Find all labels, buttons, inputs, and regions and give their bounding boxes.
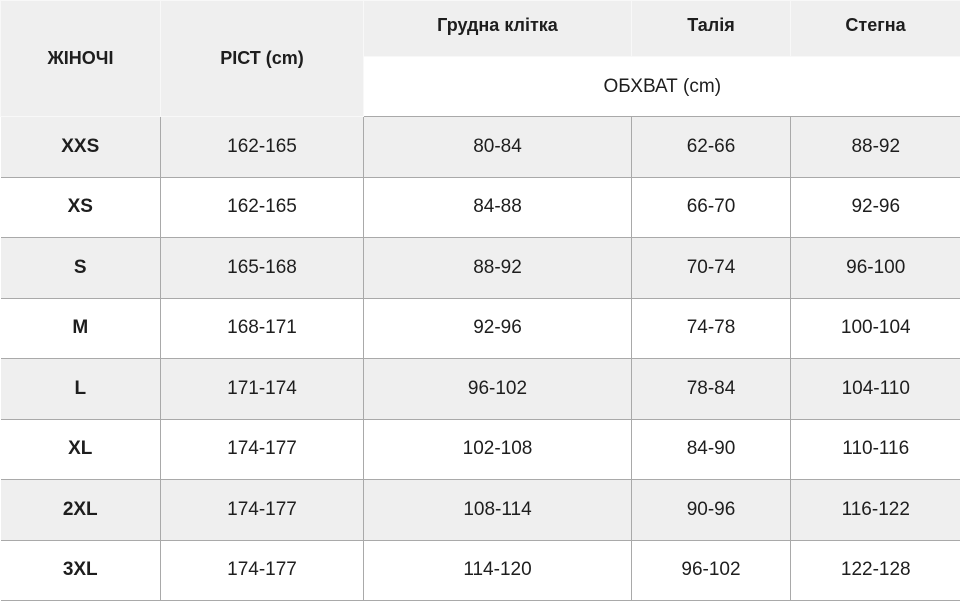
- hips-cell: 88-92: [791, 117, 960, 178]
- height-header: РІСТ (cm): [161, 1, 364, 117]
- waist-cell: 62-66: [632, 117, 791, 178]
- hips-cell: 92-96: [791, 177, 960, 238]
- hips-cell: 116-122: [791, 480, 960, 541]
- chest-cell: 88-92: [364, 238, 632, 299]
- chest-cell: 84-88: [364, 177, 632, 238]
- hips-cell: 110-116: [791, 419, 960, 480]
- size-cell: M: [1, 298, 161, 359]
- header-row: ЖІНОЧІ РІСТ (cm) Грудна клітка Талія Сте…: [1, 1, 960, 57]
- height-cell: 162-165: [161, 177, 364, 238]
- size-cell: S: [1, 238, 161, 299]
- height-cell: 165-168: [161, 238, 364, 299]
- height-cell: 174-177: [161, 419, 364, 480]
- height-cell: 168-171: [161, 298, 364, 359]
- hips-header: Стегна: [791, 1, 960, 57]
- waist-cell: 70-74: [632, 238, 791, 299]
- waist-cell: 66-70: [632, 177, 791, 238]
- size-cell: 2XL: [1, 480, 161, 541]
- size-cell: 3XL: [1, 540, 161, 601]
- size-cell: XS: [1, 177, 161, 238]
- chest-cell: 114-120: [364, 540, 632, 601]
- hips-cell: 100-104: [791, 298, 960, 359]
- girth-header: ОБХВАТ (cm): [364, 57, 960, 117]
- chest-cell: 102-108: [364, 419, 632, 480]
- hips-cell: 104-110: [791, 359, 960, 420]
- hips-cell: 96-100: [791, 238, 960, 299]
- chest-cell: 96-102: [364, 359, 632, 420]
- size-cell: L: [1, 359, 161, 420]
- waist-cell: 74-78: [632, 298, 791, 359]
- height-cell: 162-165: [161, 117, 364, 178]
- height-cell: 171-174: [161, 359, 364, 420]
- size-cell: XL: [1, 419, 161, 480]
- hips-cell: 122-128: [791, 540, 960, 601]
- size-cell: XXS: [1, 117, 161, 178]
- waist-header: Талія: [632, 1, 791, 57]
- waist-cell: 78-84: [632, 359, 791, 420]
- waist-cell: 84-90: [632, 419, 791, 480]
- chest-cell: 80-84: [364, 117, 632, 178]
- height-cell: 174-177: [161, 480, 364, 541]
- waist-cell: 90-96: [632, 480, 791, 541]
- chest-header: Грудна клітка: [364, 1, 632, 57]
- chest-cell: 92-96: [364, 298, 632, 359]
- gender-header: ЖІНОЧІ: [1, 1, 161, 117]
- chest-cell: 108-114: [364, 480, 632, 541]
- height-cell: 174-177: [161, 540, 364, 601]
- waist-cell: 96-102: [632, 540, 791, 601]
